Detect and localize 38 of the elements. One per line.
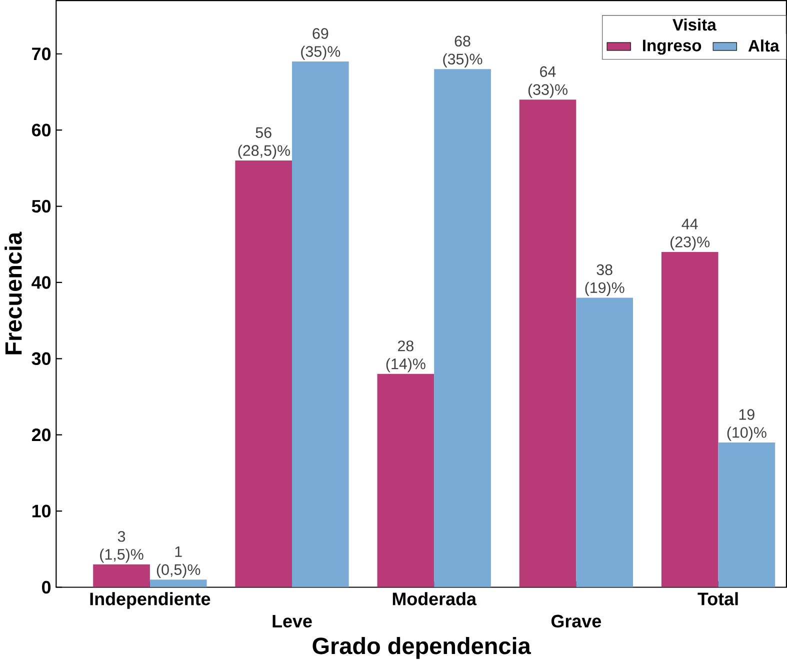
data-label: 64 (33)% xyxy=(528,66,568,98)
legend-label: Ingreso xyxy=(643,40,702,54)
y-tick-label: 30 xyxy=(32,352,51,365)
data-label: 3 (1,5)% xyxy=(100,530,144,562)
data-label: 38 (19)% xyxy=(585,264,624,296)
bar xyxy=(661,252,718,588)
x-axis-title: Grado dependencia xyxy=(312,636,531,659)
bar xyxy=(576,297,634,588)
legend-label: Alta xyxy=(748,39,780,52)
x-tick-label: Leve xyxy=(272,614,312,628)
data-label: 19 (10)% xyxy=(727,408,766,441)
data-label: 56 (28,5)% xyxy=(238,126,290,159)
y-axis-title: Frecuencia xyxy=(4,232,22,354)
data-label: 68 (35)% xyxy=(443,36,482,68)
y-tick-label: 40 xyxy=(32,276,51,289)
bar xyxy=(93,564,150,588)
x-tick-label: Moderada xyxy=(392,592,477,606)
x-tick-label: Grave xyxy=(551,614,602,628)
data-label: 69 (35)% xyxy=(301,28,340,60)
bar xyxy=(434,68,491,588)
y-tick-label: 70 xyxy=(32,47,51,60)
y-tick-label: 0 xyxy=(42,580,51,594)
bar xyxy=(235,160,292,588)
data-label: 44 (23)% xyxy=(670,218,710,250)
data-label: 28 (14)% xyxy=(386,340,426,372)
x-tick-label: Independiente xyxy=(90,592,210,609)
y-tick-label: 60 xyxy=(32,123,51,136)
x-tick-label: Total xyxy=(698,592,738,606)
y-tick-label: 10 xyxy=(32,504,51,518)
y-tick-label: 20 xyxy=(32,428,51,441)
bar xyxy=(292,61,349,588)
bar xyxy=(150,579,207,588)
bar xyxy=(519,99,576,588)
bar xyxy=(718,442,776,588)
legend-title: Visita xyxy=(672,18,716,30)
y-tick-label: 50 xyxy=(32,200,51,212)
bar xyxy=(377,374,434,588)
data-label: 1 (0,5)% xyxy=(156,546,200,578)
